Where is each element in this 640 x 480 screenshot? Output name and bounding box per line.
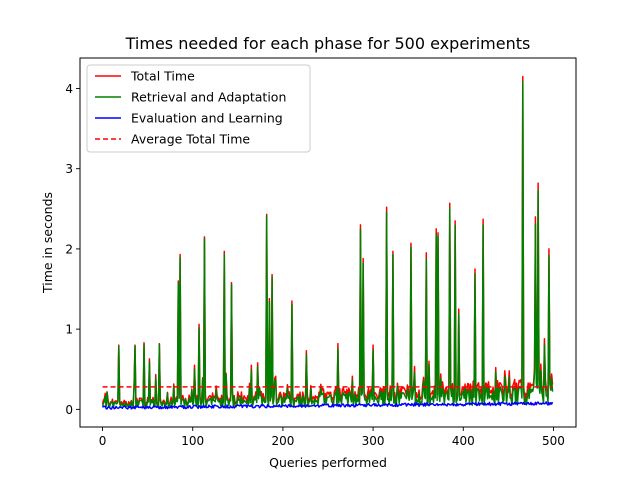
plot-frame bbox=[79, 57, 577, 428]
series-line-retrieval bbox=[101, 80, 554, 409]
legend-label-retrieval: Retrieval and Adaptation bbox=[131, 90, 286, 105]
legend-box bbox=[86, 64, 311, 153]
x-tick-label: 400 bbox=[452, 434, 475, 448]
y-tick-label: 4 bbox=[65, 82, 73, 96]
y-tick-label: 0 bbox=[65, 403, 73, 417]
x-axis-label: Queries performed bbox=[269, 455, 387, 470]
x-axis: 0 100 200 300 400 500 bbox=[99, 427, 565, 448]
series-line-evaluation bbox=[101, 401, 554, 410]
y-tick-label: 1 bbox=[65, 323, 73, 337]
legend: Total Time Retrieval and Adaptation Eval… bbox=[86, 64, 311, 153]
chart-title: Times needed for each phase for 500 expe… bbox=[125, 34, 531, 53]
legend-label-evaluation: Evaluation and Learning bbox=[131, 111, 283, 126]
x-tick-label: 100 bbox=[181, 434, 204, 448]
x-tick-label: 0 bbox=[99, 434, 107, 448]
legend-label-average: Average Total Time bbox=[131, 132, 250, 147]
plot-lines bbox=[101, 75, 554, 410]
y-tick-label: 2 bbox=[65, 242, 73, 256]
x-tick-label: 300 bbox=[362, 434, 385, 448]
x-tick-label: 500 bbox=[542, 434, 565, 448]
y-tick-label: 3 bbox=[65, 162, 73, 176]
legend-label-total: Total Time bbox=[130, 69, 195, 84]
y-axis-label: Time in seconds bbox=[40, 192, 55, 294]
x-tick-label: 200 bbox=[271, 434, 294, 448]
y-axis: 0 1 2 3 4 bbox=[65, 82, 80, 417]
